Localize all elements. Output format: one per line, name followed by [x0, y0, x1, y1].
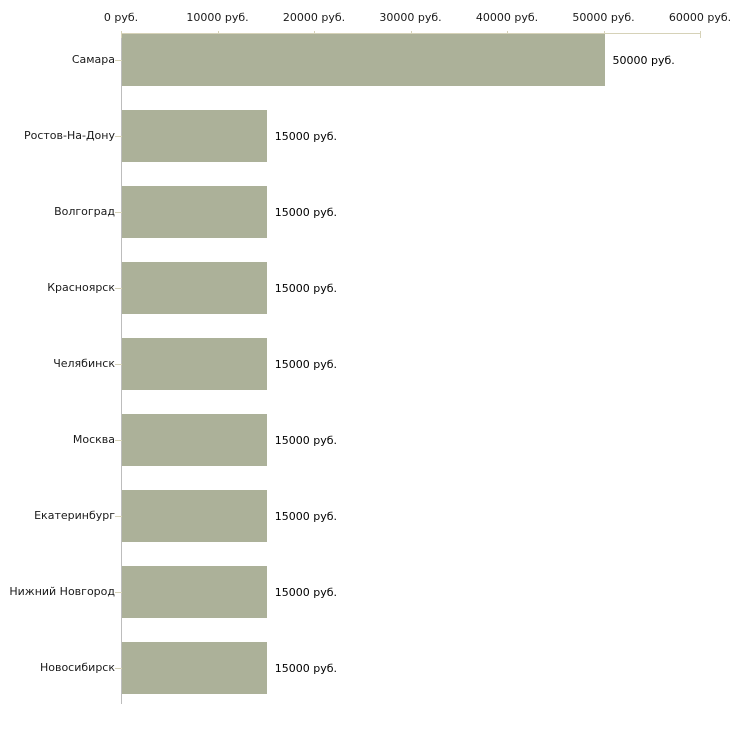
x-axis-tick-label: 50000 руб. — [572, 11, 635, 24]
category-tick — [115, 212, 122, 213]
category-tick — [115, 136, 122, 137]
category-tick — [115, 592, 122, 593]
category-label: Ростов-На-Дону — [23, 129, 115, 142]
x-axis-tick-label: 40000 руб. — [475, 11, 539, 24]
category-tick — [115, 60, 122, 61]
value-label: 15000 руб. — [274, 129, 338, 143]
category-tick — [115, 516, 122, 517]
x-axis-tick-label: 0 руб. — [103, 11, 139, 24]
value-label: 15000 руб. — [274, 585, 338, 599]
value-label: 15000 руб. — [274, 205, 338, 219]
category-label: Нижний Новгород — [9, 585, 115, 598]
category-tick — [115, 288, 122, 289]
x-axis-tick-label: 10000 руб. — [186, 11, 249, 24]
category-label: Москва — [72, 433, 115, 446]
category-label: Челябинск — [53, 357, 115, 370]
category-label: Красноярск — [47, 281, 115, 294]
value-label: 15000 руб. — [274, 433, 338, 447]
x-axis-tick — [121, 31, 122, 38]
x-axis-tick-label: 30000 руб. — [379, 11, 442, 24]
value-label: 15000 руб. — [274, 357, 338, 371]
bar-row-novosibirsk: Новосибирск 15000 руб. — [0, 642, 730, 694]
value-label: 15000 руб. — [274, 509, 338, 523]
bar-row-chelyabinsk: Челябинск 15000 руб. — [0, 338, 730, 390]
category-label: Новосибирск — [39, 661, 115, 674]
x-axis-tick-label: 60000 руб. — [668, 11, 730, 24]
value-label: 15000 руб. — [274, 281, 338, 295]
value-label: 50000 руб. — [612, 53, 675, 67]
x-axis-tick — [700, 31, 701, 38]
bar — [122, 490, 267, 542]
bar — [122, 34, 605, 86]
category-label: Волгоград — [54, 205, 115, 218]
category-tick — [115, 364, 122, 365]
bar-row-moskva: Москва 15000 руб. — [0, 414, 730, 466]
bar-row-volgograd: Волгоград 15000 руб. — [0, 186, 730, 238]
bar — [122, 110, 267, 162]
bar — [122, 414, 267, 466]
bar — [122, 186, 267, 238]
category-label: Самара — [71, 53, 115, 66]
bar — [122, 642, 267, 694]
y-axis-line — [121, 33, 122, 704]
category-label: Екатеринбург — [34, 509, 115, 522]
bar — [122, 338, 267, 390]
category-tick — [115, 440, 122, 441]
x-axis-tick-label: 20000 руб. — [282, 11, 346, 24]
bar-row-rostov-na-donu: Ростов-На-Дону 15000 руб. — [0, 110, 730, 162]
bar-row-ekaterinburg: Екатеринбург 15000 руб. — [0, 490, 730, 542]
category-tick — [115, 668, 122, 669]
bar — [122, 262, 267, 314]
bar-row-nizhniy-novgorod: Нижний Новгород 15000 руб. — [0, 566, 730, 618]
bar — [122, 566, 267, 618]
bar-row-samara: Самара 50000 руб. — [0, 34, 730, 86]
value-label: 15000 руб. — [274, 661, 338, 675]
bar-row-krasnoyarsk: Красноярск 15000 руб. — [0, 262, 730, 314]
